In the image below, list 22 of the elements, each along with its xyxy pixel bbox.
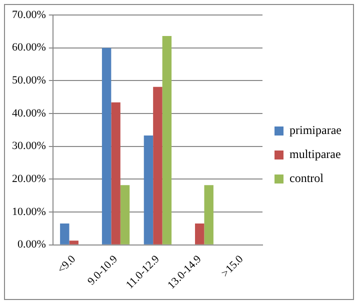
y-tick-label: 20.00% [12, 173, 46, 186]
bar [102, 48, 112, 244]
y-tick-label: 10.00% [12, 206, 46, 218]
bar [144, 136, 154, 244]
bar [69, 240, 78, 244]
y-tick-label: 0.00% [17, 238, 46, 251]
bar [60, 224, 70, 244]
bar [153, 86, 162, 244]
x-tick-label: <9.0 [55, 252, 78, 276]
legend-label: multiparae [290, 147, 341, 162]
y-tick-label: 40.00% [12, 107, 46, 120]
y-tick-label: 30.00% [12, 140, 46, 152]
y-tick-label: 50.00% [12, 74, 46, 87]
bar [120, 185, 130, 244]
bar [162, 36, 172, 244]
legend-label: control [290, 171, 324, 186]
y-tick-label: 70.00% [12, 8, 46, 21]
legend-label: primiparae [290, 123, 342, 138]
y-tick-label: 60.00% [12, 42, 46, 54]
bar [195, 224, 204, 244]
bar [111, 102, 120, 244]
bar [204, 185, 214, 244]
